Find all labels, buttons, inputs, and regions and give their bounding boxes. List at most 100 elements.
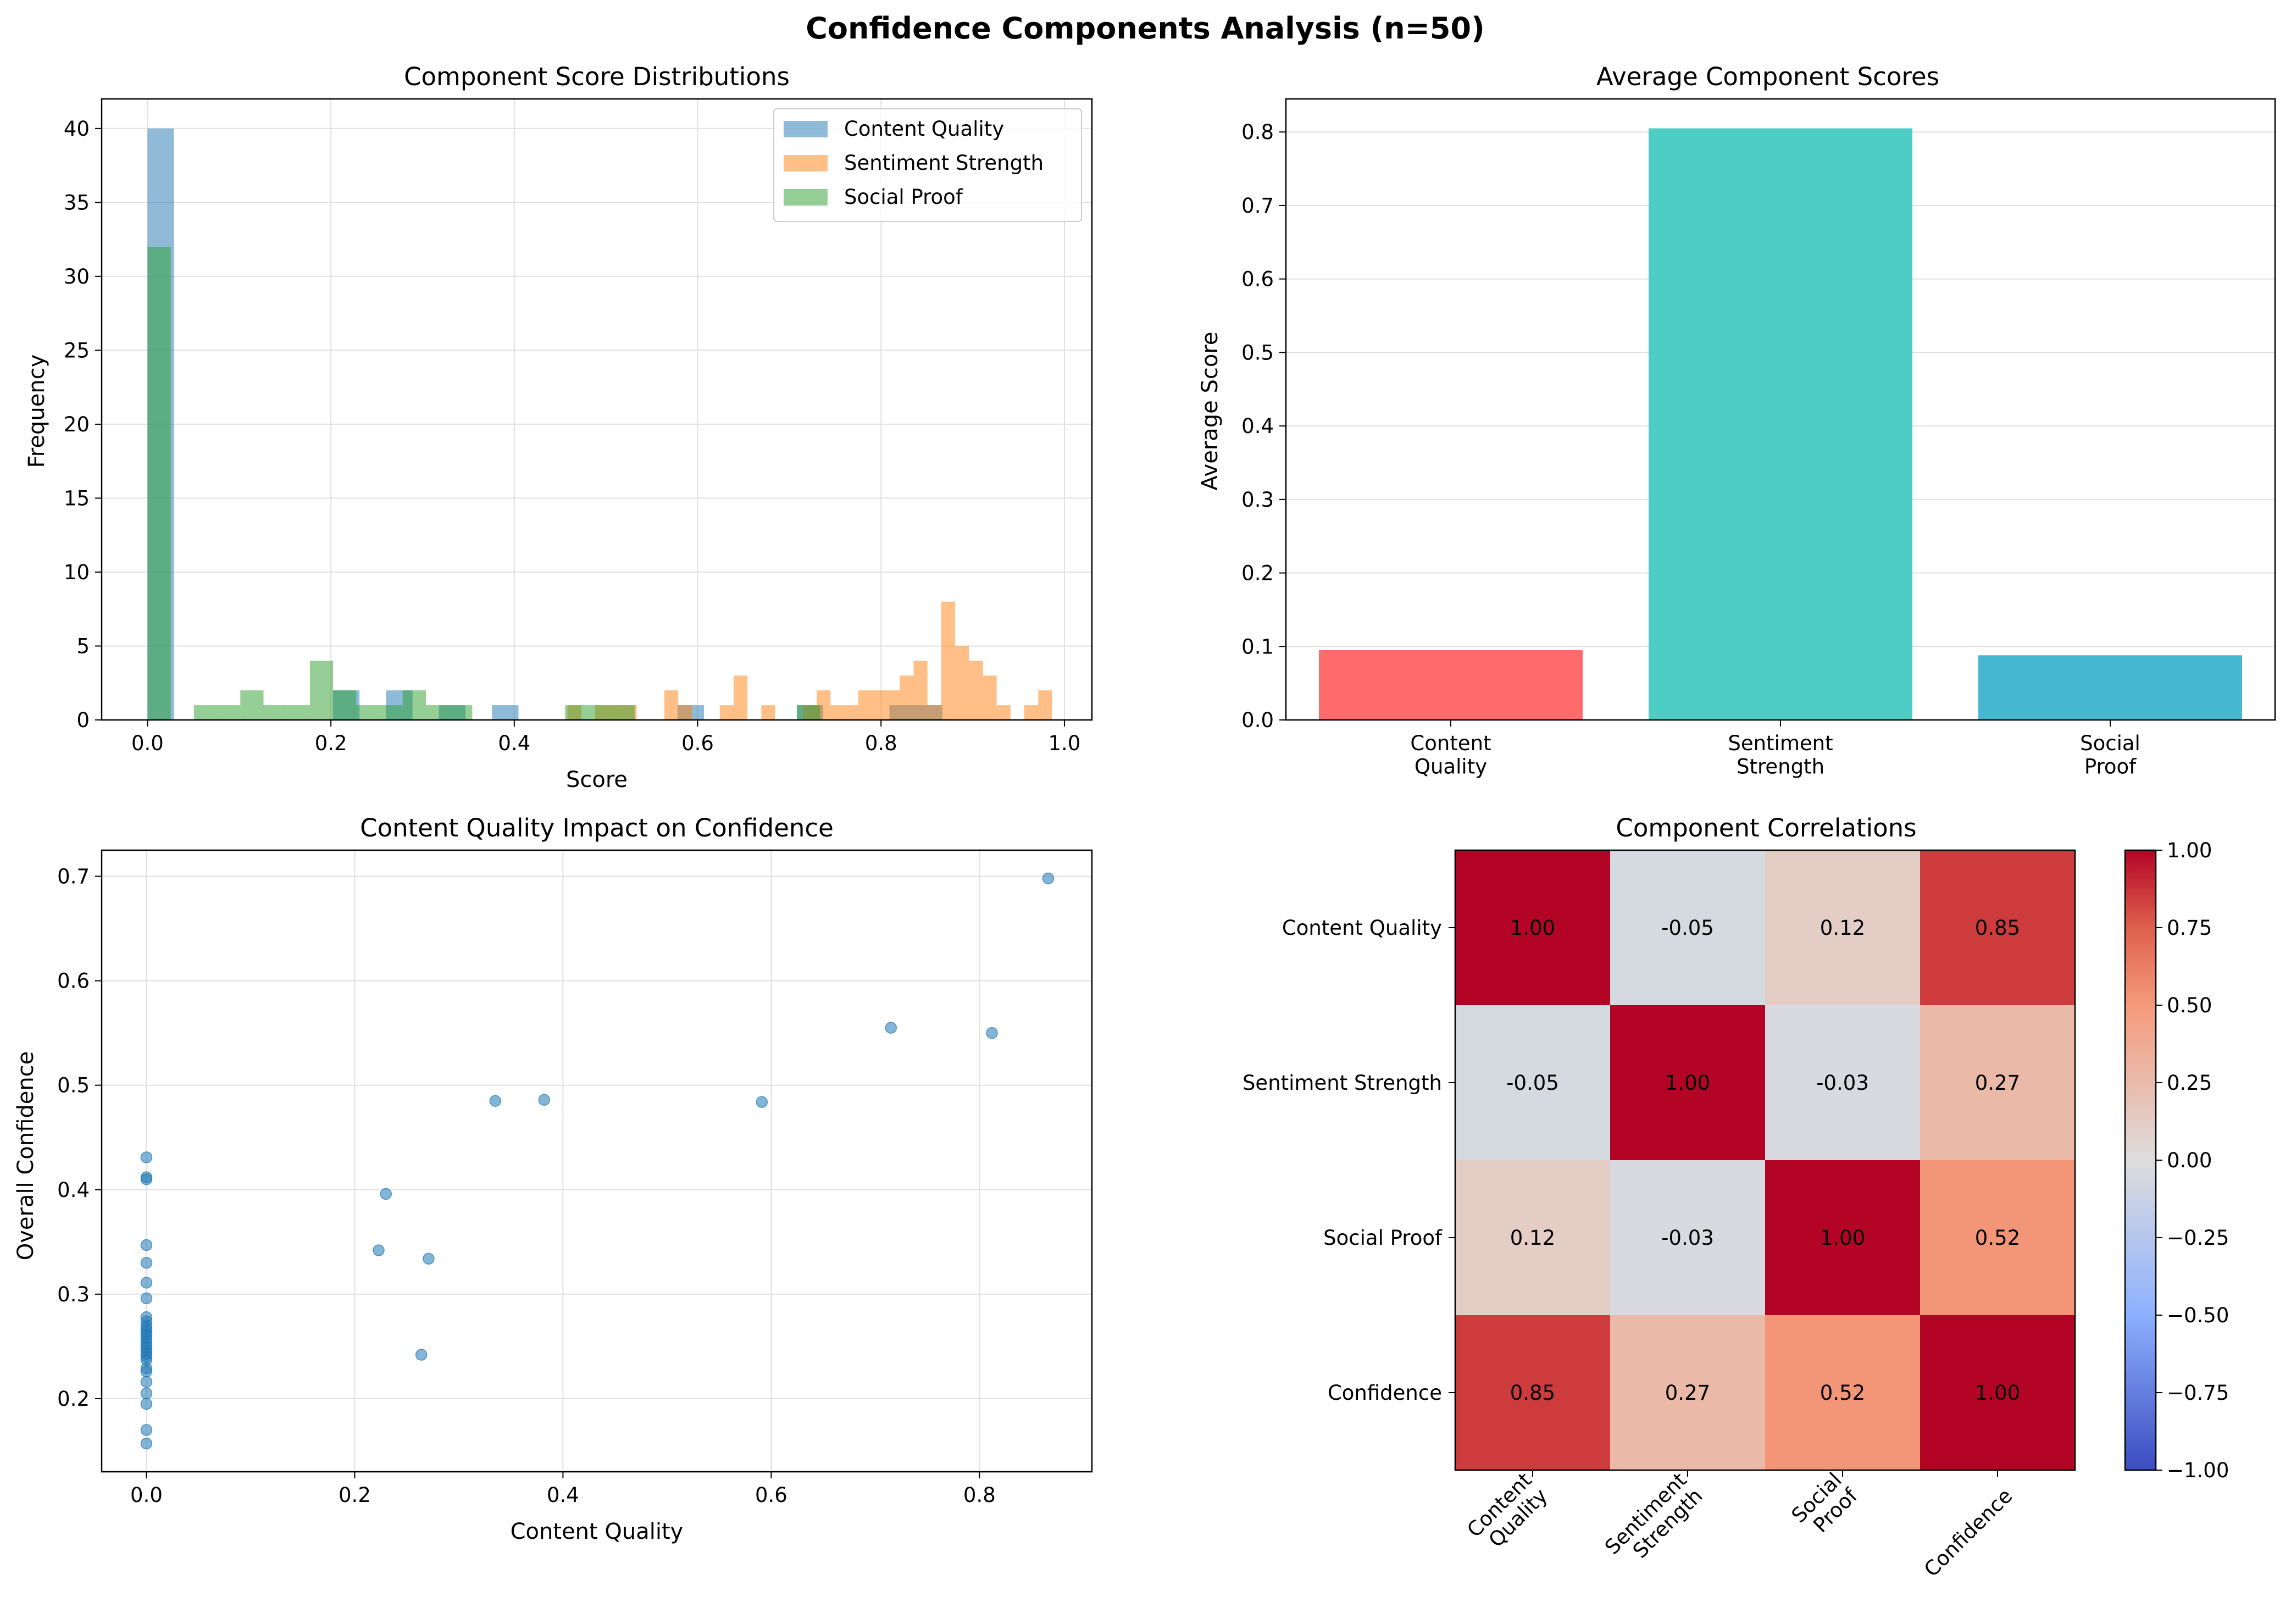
scatter-point <box>140 1239 153 1251</box>
average-bar-category-label: Content Quality <box>1410 731 1491 779</box>
histogram-ytick-label: 15 <box>64 486 90 510</box>
heatmap-row-label: Confidence <box>1328 1381 1442 1405</box>
heatmap-cell <box>1455 850 1610 1005</box>
histogram-bar <box>830 705 845 720</box>
average-bar-ytick-label: 0.4 <box>1241 414 1274 438</box>
histogram-bar <box>719 705 734 720</box>
scatter-xtick-label: 0.8 <box>963 1483 996 1507</box>
histogram-title: Component Score Distributions <box>404 62 790 91</box>
heatmap-cell <box>1610 1160 1765 1315</box>
scatter-point <box>380 1188 392 1200</box>
heatmap-cell <box>1455 1005 1610 1160</box>
histogram-ytick-label: 40 <box>64 117 90 141</box>
scatter-title: Content Quality Impact on Confidence <box>360 813 834 843</box>
scatter-ytick-label: 0.7 <box>57 865 90 889</box>
histogram-legend-label: Social Proof <box>844 185 963 209</box>
average-bar-category-label: Sentiment Strength <box>1728 731 1833 779</box>
heatmap-cell-label: 0.52 <box>1820 1381 1865 1405</box>
histogram-ytick-label: 35 <box>64 191 90 214</box>
histogram-legend-swatch <box>784 121 828 137</box>
heatmap-cell-label: 0.85 <box>1510 1381 1555 1405</box>
scatter-point <box>140 1387 153 1400</box>
heatmap-cell-label: -0.05 <box>1661 916 1714 940</box>
histogram-bar <box>565 705 589 720</box>
scatter-xtick-label: 0.4 <box>547 1483 579 1507</box>
average-bar-ytick-label: 0.3 <box>1241 488 1274 512</box>
heatmap-cell-label: 0.12 <box>1820 916 1865 940</box>
histogram-bar <box>733 675 748 720</box>
histogram-bar <box>913 661 928 720</box>
average-bar-ytick-label: 0.7 <box>1241 194 1274 218</box>
histogram-panel: Component Score Distributions Score Freq… <box>24 62 1093 792</box>
average-bar <box>1978 655 2242 720</box>
heatmap-cell <box>1920 1005 2075 1160</box>
histogram-bar <box>356 705 380 720</box>
heatmap-cell <box>1920 1160 2075 1315</box>
histogram-xlabel: Score <box>566 767 628 792</box>
histogram-xtick-label: 0.8 <box>865 731 897 755</box>
scatter-point <box>885 1022 897 1034</box>
heatmap-cell-label: 0.85 <box>1975 916 2020 940</box>
histogram-bar <box>147 247 171 720</box>
heatmap-panel: Component Correlations 1.00 -0.05 0.12 0.85… <box>1242 813 2229 1582</box>
average-bar-ylabel: Average Score <box>1197 331 1223 490</box>
histogram-bar <box>193 705 218 720</box>
colorbar-tick-label: −0.75 <box>2167 1381 2229 1405</box>
histogram-ytick-label: 25 <box>64 339 90 362</box>
scatter-point <box>140 1292 153 1305</box>
histogram-ytick-label: 0 <box>76 708 90 732</box>
heatmap-cell-label: 0.27 <box>1975 1071 2020 1095</box>
histogram-bar <box>797 705 820 720</box>
histogram-bar <box>955 646 969 720</box>
heatmap-cell <box>1765 1160 1920 1315</box>
scatter-point <box>423 1252 435 1265</box>
scatter-point <box>140 1398 153 1410</box>
histogram-xtick-label: 0.6 <box>681 731 714 755</box>
histogram-legend-swatch <box>784 189 828 206</box>
histogram-bar <box>844 705 858 720</box>
scatter-point <box>538 1094 551 1106</box>
scatter-xtick-label: 0.0 <box>130 1483 163 1507</box>
histogram-bar <box>927 705 941 720</box>
scatter-point <box>140 1257 153 1269</box>
heatmap-cell <box>1610 850 1765 1005</box>
histogram-bar <box>309 661 334 720</box>
heatmap-cell-label: 0.52 <box>1975 1226 2020 1250</box>
histogram-bar <box>872 690 886 720</box>
heatmap-cell <box>1765 1315 1920 1470</box>
heatmap-cell-label: -0.05 <box>1506 1071 1559 1095</box>
heatmap-cell-label: 0.12 <box>1510 1226 1555 1250</box>
histogram-ytick-label: 10 <box>64 561 90 584</box>
histogram-xtick-label: 0.4 <box>498 731 530 755</box>
histogram-bar <box>886 690 900 720</box>
heatmap-row-label: Content Quality <box>1282 916 1442 940</box>
heatmap-row-label: Social Proof <box>1323 1226 1443 1250</box>
scatter-frame <box>101 849 1093 1473</box>
scatter-point <box>1042 872 1055 885</box>
heatmap-cell-label: -0.03 <box>1816 1071 1869 1095</box>
histogram-legend-label: Sentiment Strength <box>844 151 1044 175</box>
scatter-ytick-label: 0.6 <box>57 969 90 993</box>
average-bar-panel: Average Component Scores Average Score 0… <box>1197 62 2276 779</box>
heatmap-row-label: Sentiment Strength <box>1242 1071 1442 1095</box>
colorbar-tick-label: 0.75 <box>2167 916 2212 940</box>
scatter-xlabel: Content Quality <box>511 1519 684 1544</box>
histogram-bar <box>858 690 872 720</box>
average-bar-title: Average Component Scores <box>1596 62 1939 91</box>
scatter-ytick-label: 0.2 <box>57 1387 90 1411</box>
scatter-ytick-label: 0.5 <box>57 1074 90 1098</box>
colorbar-tick-label: 0.00 <box>2167 1149 2212 1172</box>
average-bar <box>1319 650 1583 720</box>
scatter-point <box>756 1096 768 1108</box>
scatter-point <box>489 1095 502 1107</box>
histogram-xtick-label: 0.0 <box>131 731 164 755</box>
heatmap-cell-label: -0.03 <box>1661 1226 1714 1250</box>
histogram-bar <box>761 705 775 720</box>
average-bar-category-label: Social Proof <box>2080 731 2140 779</box>
scatter-point <box>415 1349 428 1361</box>
histogram-bar <box>425 705 450 720</box>
colorbar-tick-label: 0.25 <box>2167 1071 2212 1095</box>
colorbar-tick-label: 1.00 <box>2167 839 2212 862</box>
scatter-ytick-label: 0.4 <box>57 1178 90 1202</box>
